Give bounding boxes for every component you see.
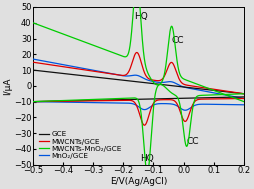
- Y-axis label: I/μA: I/μA: [4, 77, 12, 95]
- Legend: GCE, MWCNTs/GCE, MWCNTs-MnO₂/GCE, MnO₂/GCE: GCE, MWCNTs/GCE, MWCNTs-MnO₂/GCE, MnO₂/G…: [39, 131, 123, 160]
- Text: HQ: HQ: [135, 12, 148, 21]
- Text: CC: CC: [171, 36, 184, 45]
- Text: CC: CC: [186, 137, 199, 146]
- Text: HQ: HQ: [141, 154, 154, 163]
- X-axis label: E/V(Ag/AgCl): E/V(Ag/AgCl): [110, 177, 167, 186]
